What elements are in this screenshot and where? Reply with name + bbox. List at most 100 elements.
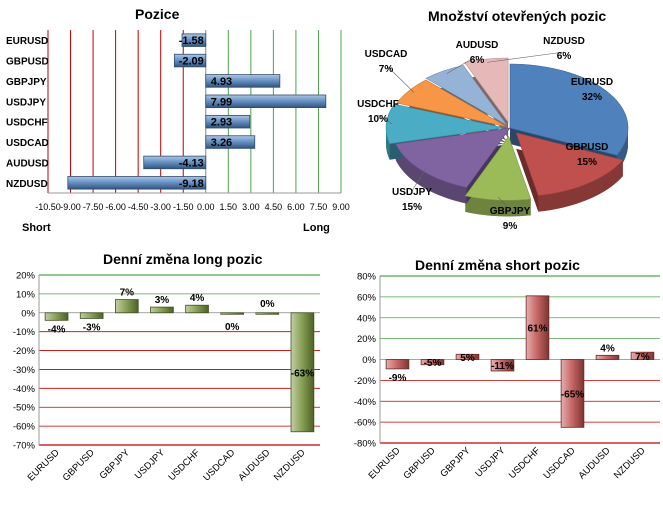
- daily-short-chart: Denní změna short pozic 80% 60% 40% 20% 0% -2…: [332, 248, 663, 511]
- bar: [290, 312, 315, 433]
- category-label: GBPUSD: [6, 57, 49, 68]
- data-label: 4%: [600, 343, 615, 354]
- slice-percent: 10%: [368, 114, 388, 125]
- category-label: GBPJPY: [6, 77, 47, 88]
- bar: [205, 114, 251, 129]
- bar: [205, 135, 256, 149]
- data-label: 0%: [225, 322, 240, 333]
- slice-percent: 32%: [582, 92, 602, 103]
- data-label: 5%: [460, 353, 475, 364]
- x-tick-label: 3.00: [242, 202, 260, 212]
- long-label: Long: [303, 222, 330, 234]
- y-tick-label: -60%: [354, 418, 377, 429]
- x-tick-label: -4.50: [128, 202, 149, 212]
- data-label: -9%: [389, 373, 407, 384]
- positions-plot: -10.50 -9.00 -7.50 -6.00 -4.50 -3.00 -1.50 0.00…: [6, 30, 350, 212]
- bar: [385, 359, 410, 370]
- data-label: 7.99: [211, 96, 232, 108]
- x-tick-label: 4.50: [265, 202, 283, 212]
- daily-long-chart: Denní změna long pozic 20% 10% 0% -10% -20% -…: [0, 248, 330, 511]
- y-tick-label: 60%: [357, 292, 377, 303]
- category-label: USDCAD: [201, 447, 237, 483]
- data-label: 2.93: [211, 117, 232, 129]
- category-label: USDCAD: [541, 445, 577, 481]
- slice-label: USDCAD: [365, 49, 408, 60]
- bar: [67, 176, 207, 190]
- category-label: USDCHF: [6, 118, 48, 129]
- y-tick-label: 0%: [362, 355, 376, 366]
- y-tick-label: -40%: [354, 397, 377, 408]
- category-label: AUDUSD: [6, 158, 49, 169]
- data-label: -2.09: [179, 56, 204, 68]
- data-label: 3.26: [211, 137, 232, 149]
- slice-percent: 15%: [577, 157, 597, 168]
- data-label: -63%: [291, 368, 314, 379]
- category-label: GBPJPY: [438, 445, 473, 480]
- x-tick-label: 1.50: [220, 202, 238, 212]
- x-tick-label: -10.50: [35, 202, 61, 212]
- open-positions-title: Množství otevřených pozic: [428, 8, 607, 24]
- slice-percent: 7%: [379, 64, 394, 75]
- pie-slice-rim: [395, 143, 467, 204]
- slice-percent: 6%: [557, 51, 572, 62]
- bar: [455, 353, 480, 360]
- bar: [150, 306, 174, 314]
- short-label: Short: [22, 222, 51, 234]
- y-tick-label: 80%: [357, 272, 377, 283]
- x-tick-label: -3.00: [150, 202, 171, 212]
- open-positions-chart: Množství otevřených pozic EURUSD 32% GBPUS…: [340, 0, 663, 245]
- y-tick-label: -20%: [354, 376, 377, 387]
- positions-chart: Pozice -10.50 -9.00 -7.50 -6.00 -4.50 -3.00 -1…: [0, 0, 350, 240]
- pie-slice: [509, 63, 629, 156]
- y-tick-label: 20%: [16, 271, 36, 282]
- category-label: USDJPY: [473, 445, 508, 480]
- slice-label: GBPUSD: [566, 142, 609, 153]
- x-tick-label: -9.00: [60, 202, 81, 212]
- x-tick-label: 6.00: [287, 202, 305, 212]
- slice-label: USDJPY: [392, 187, 432, 198]
- category-label: NZDUSD: [612, 445, 648, 481]
- category-label: NZDUSD: [6, 179, 48, 190]
- slice-label: GBPJPY: [490, 206, 531, 217]
- y-tick-label: -20%: [13, 346, 36, 357]
- positions-title: Pozice: [135, 6, 180, 22]
- leader-line: [497, 196, 511, 211]
- data-label: -1.58: [179, 35, 204, 47]
- bar: [181, 33, 207, 47]
- bar: [114, 299, 139, 314]
- data-label: 4.93: [211, 76, 232, 88]
- data-label: -11%: [491, 361, 514, 372]
- category-label: GBPUSD: [61, 447, 97, 483]
- y-tick-label: -70%: [13, 441, 36, 452]
- y-tick-label: 20%: [357, 334, 377, 345]
- pie-slice: [515, 132, 624, 196]
- data-label: -9.18: [179, 178, 204, 190]
- x-tick-label: 7.50: [310, 202, 328, 212]
- pie-slice-rim: [465, 195, 531, 217]
- category-label: NZDUSD: [272, 447, 308, 483]
- daily-long-plot: 20% 10% 0% -10% -20% -30% -40% -50% -60% -70% -4% E…: [13, 271, 320, 483]
- bar: [630, 351, 655, 360]
- leader-line: [411, 168, 427, 192]
- y-tick-label: -80%: [354, 439, 377, 450]
- bar: [185, 304, 209, 314]
- slice-label: EURUSD: [571, 77, 613, 88]
- category-label: EURUSD: [26, 447, 62, 483]
- pie-plot: EURUSD 32% GBPUSD 15% GBPJPY 9% USDJPY 15% USDCH…: [357, 36, 629, 232]
- data-label: 61%: [527, 324, 547, 335]
- pie-slice-rim: [386, 127, 390, 160]
- category-label: USDJPY: [133, 447, 168, 482]
- data-label: -3%: [83, 322, 101, 333]
- bar: [205, 74, 281, 88]
- daily-short-title: Denní změna short pozic: [415, 257, 580, 273]
- data-label: 0%: [260, 299, 275, 310]
- bar: [79, 312, 104, 319]
- slice-label: USDCHF: [357, 99, 399, 110]
- category-label: USDCAD: [6, 138, 49, 149]
- bar: [143, 155, 207, 170]
- bar: [220, 312, 245, 315]
- category-label: USDCHF: [507, 445, 543, 481]
- bar: [173, 53, 207, 68]
- leader-line: [385, 64, 415, 93]
- category-label: USDJPY: [6, 97, 46, 108]
